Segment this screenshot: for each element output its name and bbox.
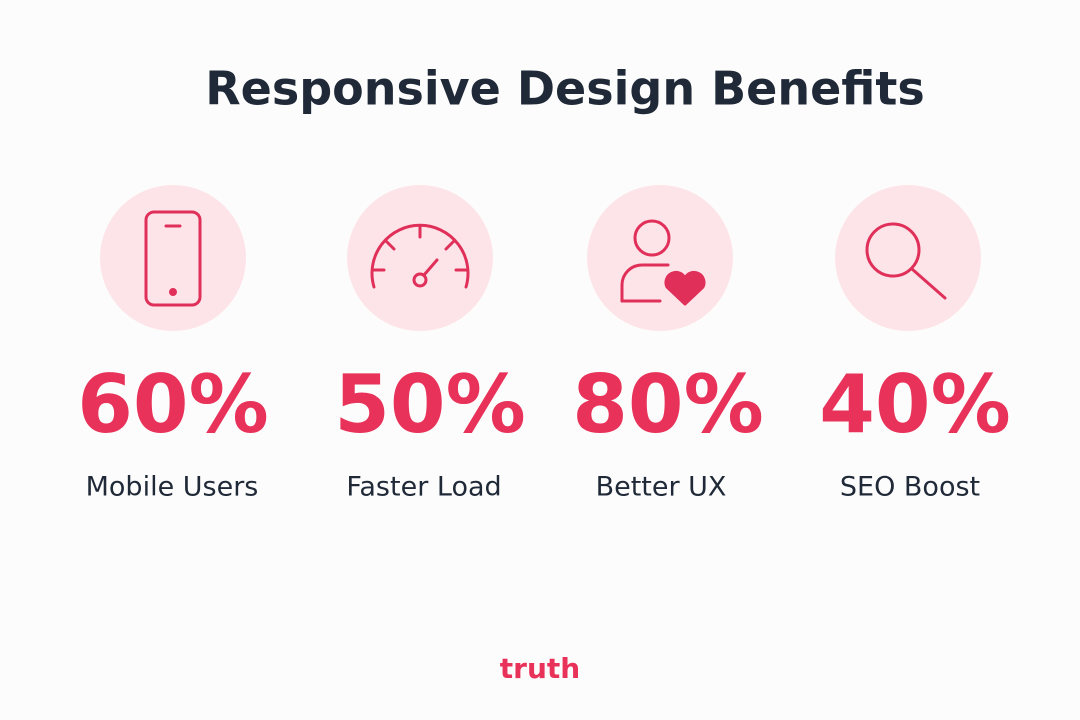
stat-label: Faster Load bbox=[346, 472, 501, 503]
phone-icon bbox=[144, 210, 202, 307]
speedometer-icon bbox=[370, 223, 470, 289]
stat-label: Better UX bbox=[596, 472, 727, 503]
icon-circle bbox=[587, 185, 733, 331]
stat-label: Mobile Users bbox=[86, 472, 259, 503]
stat-value: 80% bbox=[572, 358, 763, 451]
stat-value: 50% bbox=[334, 358, 525, 451]
stat-value: 40% bbox=[819, 358, 1010, 451]
icon-circle bbox=[347, 185, 493, 331]
brand-logo: truth bbox=[500, 652, 580, 685]
icon-circle bbox=[100, 185, 246, 331]
search-icon bbox=[865, 222, 947, 300]
user-heart-icon bbox=[620, 219, 706, 306]
title: Responsive Design Benefits bbox=[205, 62, 925, 116]
icon-circle bbox=[835, 185, 981, 331]
stat-label: SEO Boost bbox=[840, 472, 980, 503]
stat-value: 60% bbox=[77, 358, 268, 451]
